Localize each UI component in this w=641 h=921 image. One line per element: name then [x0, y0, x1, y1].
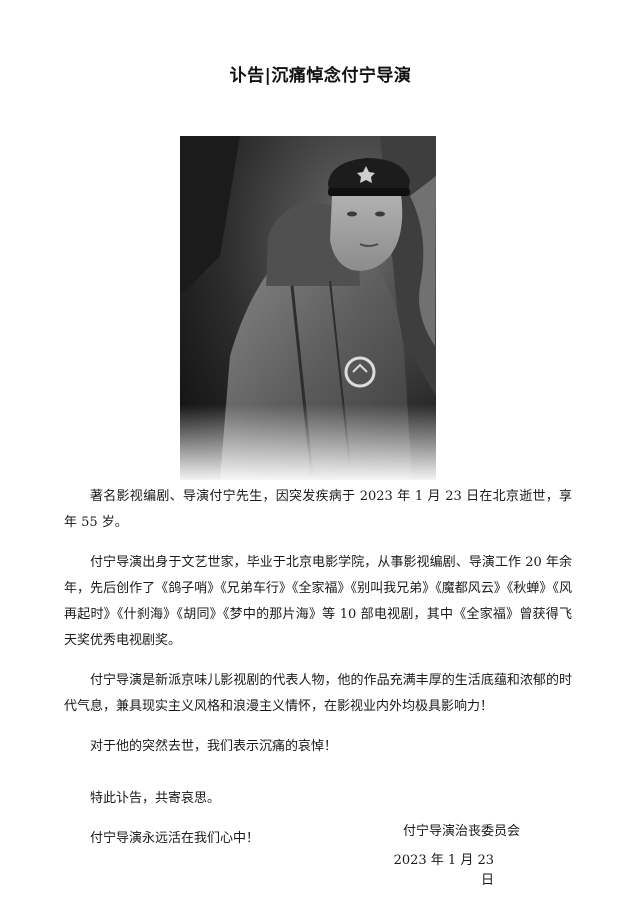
signature-date: 2023 年 1 月 23 日	[393, 853, 494, 888]
paragraph-legacy: 付宁导演是新派京味儿影视剧的代表人物，他的作品充满丰厚的生活底蕴和浓郁的时代气息…	[64, 673, 572, 714]
paragraph-death-notice: 著名影视编剧、导演付宁先生，因突发疾病于 2023 年 1 月 23 日在北京逝…	[64, 489, 572, 530]
paragraph-career: 付宁导演出身于文艺世家，毕业于北京电影学院，从事影视编剧、导演工作 20 年余年…	[64, 555, 572, 648]
paragraph-remembrance: 付宁导演永远活在我们心中！	[90, 831, 260, 846]
signature-org: 付宁导演治丧委员会	[402, 824, 520, 839]
obituary-body: 著名影视编剧、导演付宁先生，因突发疾病于 2023 年 1 月 23 日在北京逝…	[64, 484, 572, 852]
portrait-photo	[180, 136, 436, 480]
paragraph-condolence: 对于他的突然去世，我们表示沉痛的哀悼！	[90, 739, 338, 754]
paragraph-notice: 特此讣告，共寄哀思。	[90, 791, 221, 806]
portrait-image	[180, 136, 436, 480]
obituary-title: 讣告|沉痛悼念付宁导演	[229, 66, 412, 86]
